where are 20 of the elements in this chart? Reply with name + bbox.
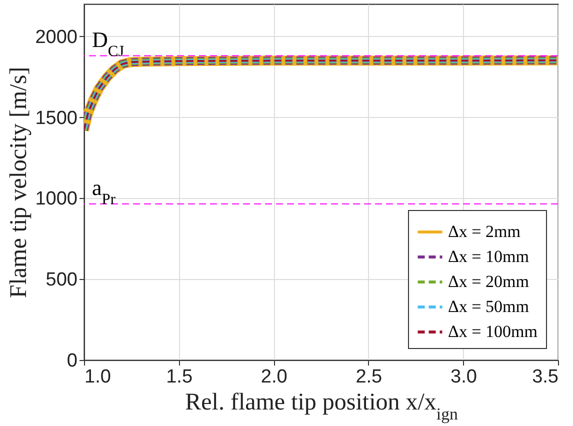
x-tick-label: 1.5 [166,366,193,388]
y-tick-label: 500 [46,270,78,291]
legend-label: Δx = 2mm [448,222,520,241]
x-tick-label: 2.5 [356,366,382,388]
ref-line-label: a$_{Pr}$ [92,174,116,208]
x-axis-title: Rel. flame tip position x/x$_{ign}$ [185,390,458,423]
legend-label: Δx = 20mm [448,272,529,291]
legend-label: Δx = 10mm [448,247,529,266]
x-tick-label: 3.5 [532,366,558,388]
legend-label: Δx = 50mm [448,297,529,316]
y-tick-label: 0 [66,350,78,372]
legend-label: Δx = 100mm [448,322,538,341]
x-tick-label: 3.0 [450,366,477,388]
y-axis-title: Flame tip velocity [m/s] [6,66,32,298]
x-tick-label: 2.0 [260,366,288,388]
x-tick-label: 1.0 [84,366,111,388]
ref-line-label: D$_{CJ}$ [92,26,124,60]
y-tick-label: 2000 [35,26,78,48]
y-tick-label: 1500 [35,108,78,129]
y-tick-label: 1000 [35,188,78,210]
